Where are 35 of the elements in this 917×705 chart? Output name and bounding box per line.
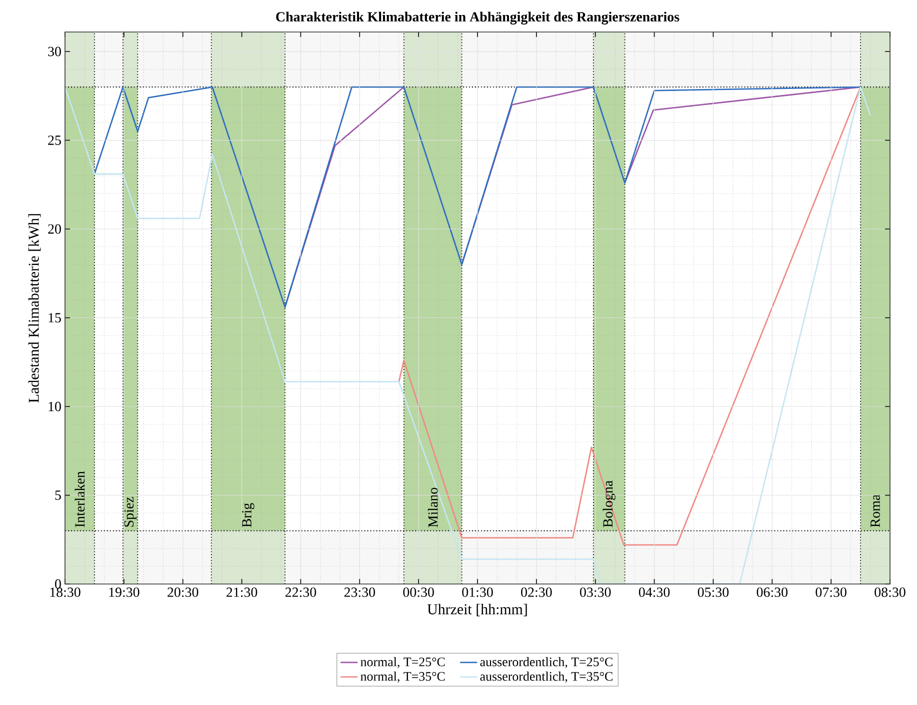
band-label: Interlaken xyxy=(74,471,85,528)
x-tick-label: 22:30 xyxy=(285,588,316,597)
x-tick-label: 19:30 xyxy=(109,588,140,597)
x-tick-label: 05:30 xyxy=(698,588,729,597)
y-tick-label: 0 xyxy=(55,579,61,589)
legend-label: normal, T=35°C xyxy=(360,672,445,683)
x-tick-label: 18:30 xyxy=(50,588,80,597)
x-tick-label: 04:30 xyxy=(638,588,670,597)
x-tick-label: 23:30 xyxy=(344,588,375,597)
x-tick-label: 07:30 xyxy=(816,588,846,597)
band-label: Roma xyxy=(870,494,880,528)
legend-label: normal, T=25°C xyxy=(360,657,445,668)
x-tick-label: 08:30 xyxy=(874,588,906,597)
legend-label: ausserordentlich, T=25°C xyxy=(480,657,612,668)
band-label: Spiez xyxy=(124,496,136,527)
band-label: Bologna xyxy=(602,480,616,528)
band-label: Milano xyxy=(428,488,438,528)
x-tick-label: 06:30 xyxy=(756,588,788,597)
x-tick-label: 02:30 xyxy=(521,588,552,597)
y-tick-label: 5 xyxy=(55,490,61,500)
legend-label: ausserordentlich, T=35°C xyxy=(480,672,612,683)
band-label: Brig xyxy=(242,503,254,528)
x-tick-label: 21:30 xyxy=(226,588,258,597)
y-tick-label: 10 xyxy=(48,402,61,412)
x-tick-label: 00:30 xyxy=(403,588,434,597)
chart-title: Charakteristik Klimabatterie in Abhängigkeit des Rangierszenarios xyxy=(276,12,680,24)
y-tick-label: 30 xyxy=(48,46,61,56)
x-axis-title: Uhrzeit [hh:mm] xyxy=(427,604,527,616)
x-tick-label: 01:30 xyxy=(462,588,493,597)
y-tick-label: 25 xyxy=(48,136,61,145)
y-tick-label: 15 xyxy=(48,313,61,322)
x-tick-label: 03:30 xyxy=(580,588,611,597)
x-tick-label: 20:30 xyxy=(168,588,198,597)
y-axis-title: Ladestand Klimabatterie [kWh] xyxy=(28,214,41,403)
y-tick-label: 20 xyxy=(48,224,61,234)
